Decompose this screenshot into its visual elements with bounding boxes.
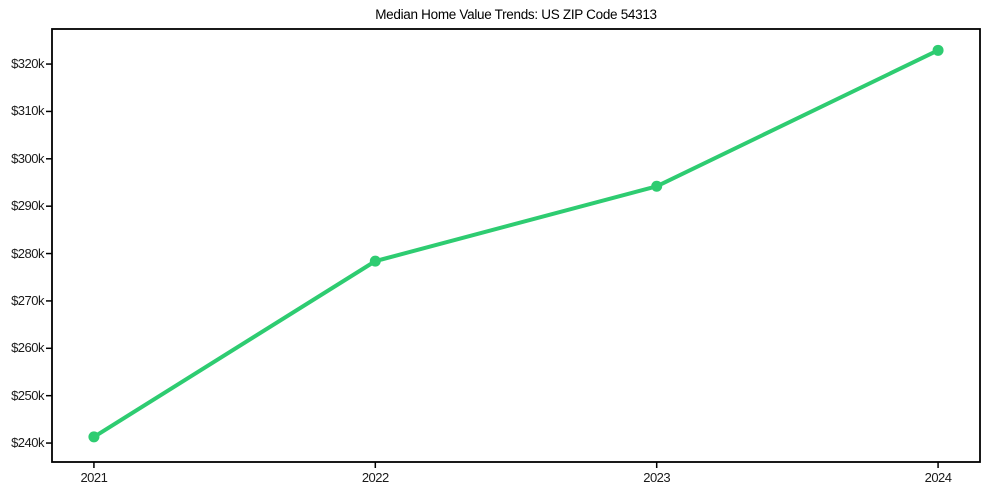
y-axis-tick-label: $260k: [11, 340, 44, 356]
x-axis-tick-label: 2023: [643, 470, 671, 485]
y-axis-tick-label: $280k: [11, 245, 44, 261]
plot-border: [51, 28, 981, 463]
y-axis-tick-label: $250k: [11, 387, 44, 403]
data-point-marker: [932, 44, 944, 56]
data-point-marker: [369, 255, 381, 267]
data-point-marker: [88, 431, 100, 443]
y-axis-tick-label: $300k: [11, 150, 44, 166]
data-point-marker: [651, 180, 663, 192]
x-axis-tick-label: 2024: [924, 470, 952, 485]
y-axis-tick-label: $320k: [11, 56, 44, 72]
trend-line: [91, 48, 941, 439]
x-axis-tick-label: 2021: [80, 470, 108, 485]
y-axis-tick-label: $310k: [11, 103, 44, 119]
y-axis-tick-label: $240k: [11, 435, 44, 451]
x-axis-tick-label: 2022: [361, 470, 389, 485]
y-axis-tick-label: $290k: [11, 198, 44, 214]
chart-title: Median Home Value Trends: US ZIP Code 54…: [375, 7, 657, 22]
y-axis-tick-label: $270k: [11, 292, 44, 308]
